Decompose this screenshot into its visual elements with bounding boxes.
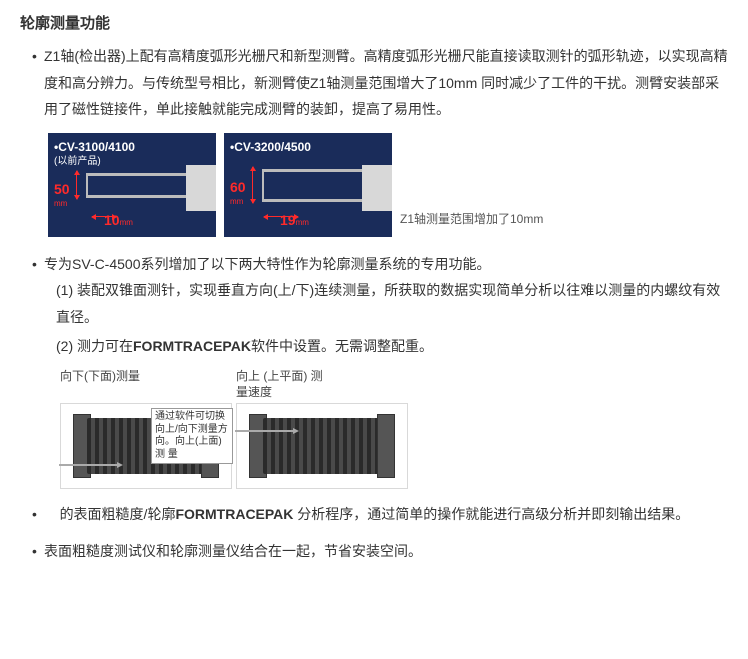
section-title: 轮廓测量功能 bbox=[20, 10, 728, 37]
bullet-3: 的表面粗糙度/轮廓FORMTRACEPAK 分析程序，通过简单的操作就能进行高级… bbox=[20, 501, 728, 528]
diag1-v-dim: 50 mm bbox=[54, 177, 70, 207]
diag1-h-dim: 10mm bbox=[104, 208, 133, 233]
para3-pre: 的表面粗糙度/轮廓 bbox=[60, 506, 176, 522]
para3-bold: FORMTRACEPAK bbox=[175, 506, 293, 522]
diag1-v-unit: mm bbox=[54, 202, 70, 207]
screw-right bbox=[236, 403, 408, 489]
screw-right-label: 向上 (上平面) 测 量速度 bbox=[236, 369, 408, 399]
stylus-icon bbox=[235, 430, 295, 432]
para-2-lead: 专为SV-C-4500系列增加了以下两大特性作为轮廓测量系统的专用功能。 bbox=[32, 251, 728, 278]
h-arrow-icon bbox=[92, 216, 116, 217]
v-arrow-icon bbox=[76, 171, 77, 199]
diagram-new: •CV-3200/4500 60 mm 19mm bbox=[224, 133, 392, 237]
screw-left: 通过软件可切换 向上/向下测量方 向。向上(上面)测 量 bbox=[60, 403, 232, 489]
diag1-sub: (以前产品) bbox=[54, 153, 101, 171]
item2-bold: FORMTRACEPAK bbox=[133, 338, 251, 354]
bullet-1: Z1轴(检出器)上配有高精度弧形光栅尺和新型测臂。高精度弧形光栅尺能直接读取测针… bbox=[20, 43, 728, 123]
screw-left-label: 向下(下面)测量 bbox=[60, 369, 232, 399]
note-box: 通过软件可切换 向上/向下测量方 向。向上(上面)测 量 bbox=[151, 408, 233, 464]
v-arrow-icon bbox=[252, 167, 253, 203]
para-4: 表面粗糙度测试仪和轮廓测量仪结合在一起，节省安装空间。 bbox=[32, 538, 728, 565]
screw-col-right: 向上 (上平面) 测 量速度 bbox=[236, 369, 408, 489]
diag1-v-val: 50 bbox=[54, 181, 70, 197]
bullet-4: 表面粗糙度测试仪和轮廓测量仪结合在一起，节省安装空间。 bbox=[20, 538, 728, 565]
sub-list: (1) 装配双锥面测针，实现垂直方向(上/下)连续测量，所获取的数据实现简单分析… bbox=[32, 277, 728, 359]
arm-body-icon bbox=[186, 165, 216, 211]
item2-pre: (2) 测力可在 bbox=[56, 338, 133, 354]
diag2-h-dim: 19mm bbox=[280, 208, 309, 233]
diagram-row: •CV-3100/4100 (以前产品) 50mm 10mm •CV-3200/… bbox=[48, 133, 728, 237]
stylus-icon bbox=[59, 464, 119, 466]
h-arrow-icon bbox=[264, 216, 298, 217]
diag2-v-dim: 60 mm bbox=[230, 175, 246, 205]
arm-vert-icon bbox=[86, 173, 88, 198]
diagram-caption: Z1轴测量范围增加了10mm bbox=[400, 209, 543, 237]
screw-col-left: 向下(下面)测量 通过软件可切换 向上/向下测量方 向。向上(上面)测 量 bbox=[60, 369, 232, 489]
diag1-h-unit: mm bbox=[120, 218, 133, 227]
sub-item-1: (1) 装配双锥面测针，实现垂直方向(上/下)连续测量，所获取的数据实现简单分析… bbox=[56, 277, 728, 330]
arm-top-icon bbox=[86, 173, 186, 176]
screw-body-icon bbox=[263, 418, 381, 474]
diagram-old: •CV-3100/4100 (以前产品) 50mm 10mm bbox=[48, 133, 216, 237]
item2-post: 软件中设置。无需调整配重。 bbox=[251, 338, 433, 354]
arm-top-icon bbox=[262, 169, 362, 172]
para-3: 的表面粗糙度/轮廓FORMTRACEPAK 分析程序，通过简单的操作就能进行高级… bbox=[32, 501, 728, 528]
screw-row: 向下(下面)测量 通过软件可切换 向上/向下测量方 向。向上(上面)测 量 向上… bbox=[60, 369, 728, 489]
bullet-2: 专为SV-C-4500系列增加了以下两大特性作为轮廓测量系统的专用功能。 (1)… bbox=[20, 251, 728, 359]
diag2-v-unit: mm bbox=[230, 200, 246, 205]
arm-bot-icon bbox=[86, 195, 186, 198]
para3-post: 分析程序，通过简单的操作就能进行高级分析并即刻输出结果。 bbox=[293, 506, 689, 522]
screw-ring-icon bbox=[377, 414, 395, 478]
para-1: Z1轴(检出器)上配有高精度弧形光栅尺和新型测臂。高精度弧形光栅尺能直接读取测针… bbox=[32, 43, 728, 123]
arm-body-icon bbox=[362, 165, 392, 211]
diag2-v-val: 60 bbox=[230, 179, 246, 195]
arm-bot-icon bbox=[262, 199, 362, 202]
diag2-label: •CV-3200/4500 bbox=[230, 137, 311, 159]
sub-item-2: (2) 测力可在FORMTRACEPAK软件中设置。无需调整配重。 bbox=[56, 333, 728, 360]
arm-vert-icon bbox=[262, 169, 264, 202]
